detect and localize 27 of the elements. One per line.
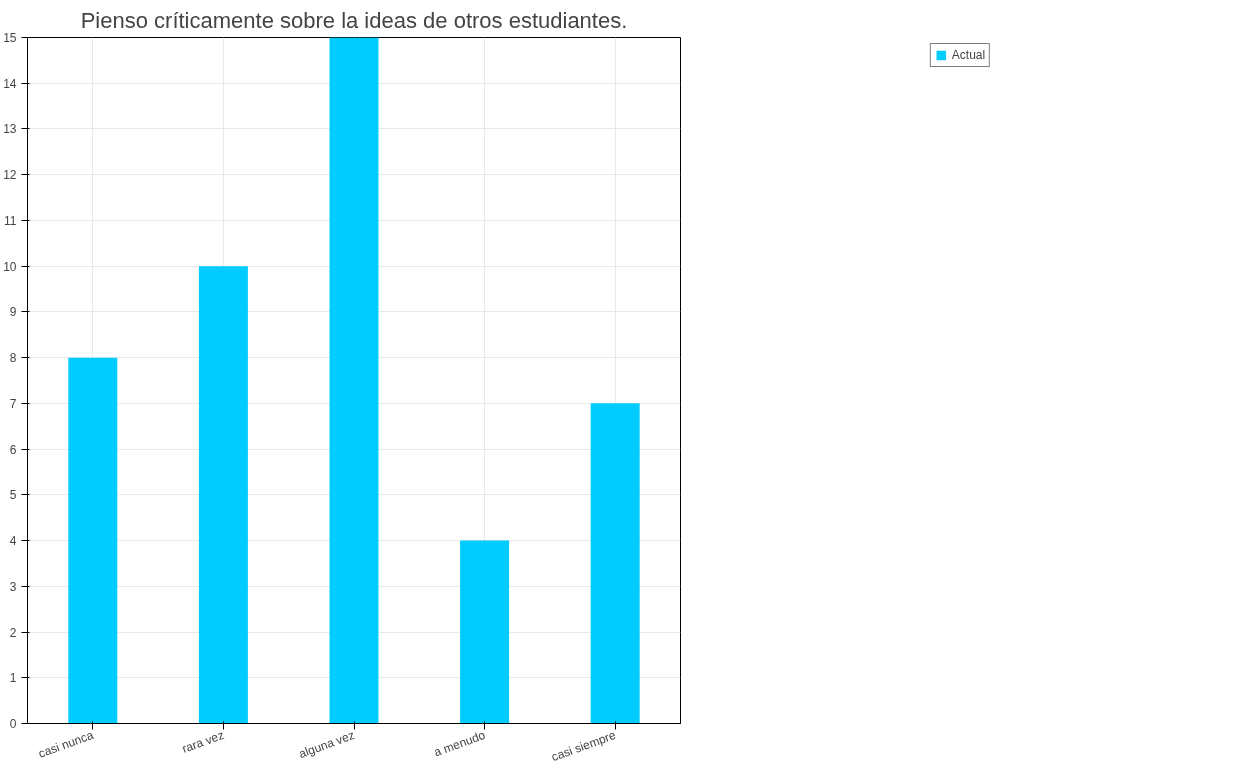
y-tick-label: 11: [4, 213, 17, 228]
bar: [460, 540, 510, 724]
y-tick-label: 6: [9, 442, 17, 457]
x-tick-label: casi nunca: [36, 727, 96, 761]
y-tick-label: 1: [9, 671, 17, 686]
y-tick-label: 12: [3, 168, 17, 183]
y-tick-label: 4: [9, 534, 17, 549]
y-tick-label: 2: [9, 625, 17, 640]
y-tick-label: 3: [9, 579, 17, 594]
legend-label: Actual: [951, 48, 986, 62]
y-tick-label: 15: [3, 31, 17, 45]
y-tick-label: 10: [3, 259, 17, 274]
bar: [590, 403, 640, 724]
y-tick-label: 5: [9, 488, 17, 503]
y-tick-label: 9: [9, 305, 17, 320]
bar: [329, 37, 379, 724]
chart-title: Pienso críticamente sobre la ideas de otros estudiantes.: [80, 7, 628, 33]
x-tick-label: rara vez: [180, 727, 226, 756]
y-tick-label: 14: [3, 76, 17, 91]
bar: [198, 266, 248, 724]
y-tick-label: 0: [9, 717, 17, 731]
x-tick-label: casi siempre: [549, 727, 618, 765]
y-tick-label: 8: [9, 351, 17, 366]
y-tick-label: 7: [9, 396, 17, 411]
x-tick-label: alguna vez: [297, 727, 357, 761]
bar: [68, 357, 118, 724]
y-tick-label: 13: [3, 122, 17, 137]
